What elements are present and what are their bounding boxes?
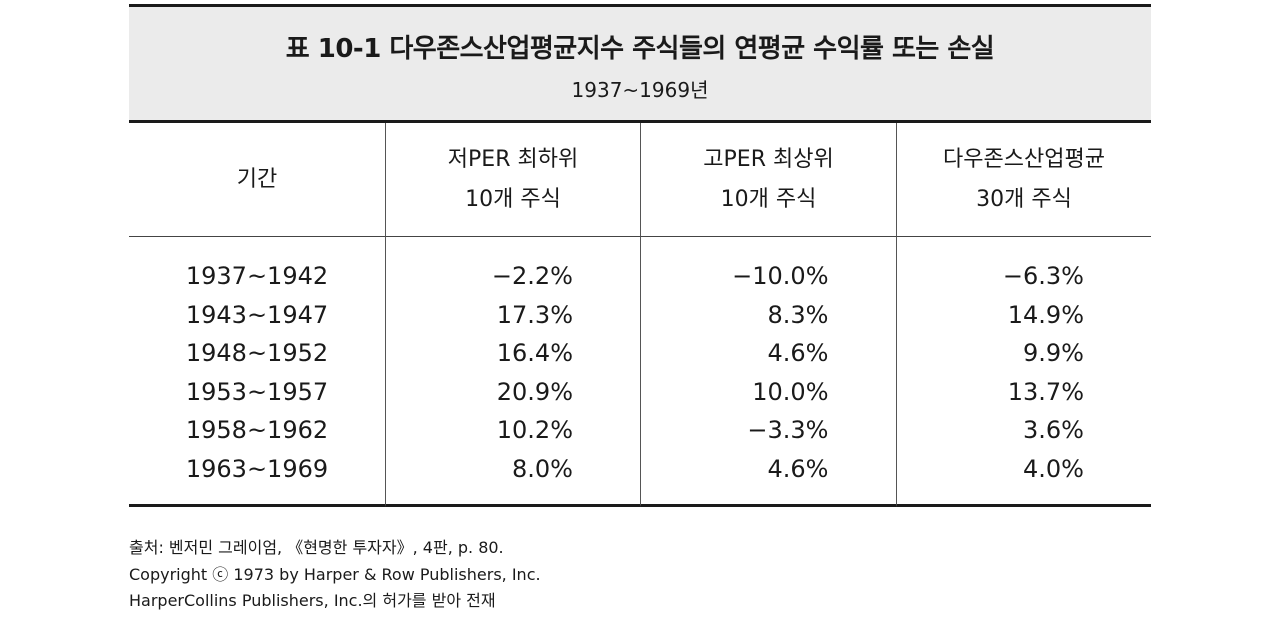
djia-cell: −6.3% bbox=[1002, 262, 1084, 290]
column-low-per: −2.2% 17.3% 16.4% 20.9% 10.2% 8.0% bbox=[385, 237, 640, 507]
header-high-per: 고PER 최상위 10개 주식 bbox=[640, 123, 896, 237]
header-djia-line1: 다우존스산업평균 bbox=[943, 146, 1105, 172]
column-high-per: −10.0% 8.3% 4.6% 10.0% −3.3% 4.6% bbox=[640, 237, 896, 507]
header-high-per-line1: 고PER 최상위 bbox=[703, 146, 834, 172]
header-high-per-line2: 10개 주식 bbox=[720, 186, 817, 212]
column-periods: 1937~1942 1943~1947 1948~1952 1953~1957 … bbox=[129, 237, 385, 507]
low-per-cell: 10.2% bbox=[496, 416, 573, 444]
header-period: 기간 bbox=[129, 123, 385, 237]
table-grid: 기간 저PER 최하위 10개 주식 고PER 최상위 10개 주식 다우존스산… bbox=[129, 123, 1151, 507]
low-per-cell: 17.3% bbox=[496, 300, 573, 329]
source-note: 출처: 벤저민 그레이엄, 《현명한 투자자》, 4판, p. 80. bbox=[129, 538, 504, 557]
high-per-cell: 8.3% bbox=[767, 300, 829, 329]
period-cell: 1937~1942 bbox=[185, 262, 329, 290]
high-per-cell: −3.3% bbox=[747, 416, 829, 444]
high-per-cell: 4.6% bbox=[767, 454, 829, 483]
header-low-per-line1: 저PER 최하위 bbox=[447, 146, 579, 172]
table-title-box: 표 10-1 다우존스산업평균지수 주식들의 연평균 수익률 또는 손실 193… bbox=[129, 4, 1151, 123]
header-djia: 다우존스산업평균 30개 주식 bbox=[896, 123, 1151, 237]
header-low-per: 저PER 최하위 10개 주식 bbox=[385, 123, 640, 237]
djia-cell: 3.6% bbox=[1023, 416, 1084, 444]
low-per-cell: 20.9% bbox=[496, 377, 573, 406]
period-cell: 1948~1952 bbox=[185, 339, 329, 367]
table-title: 표 10-1 다우존스산업평균지수 주식들의 연평균 수익률 또는 손실 bbox=[285, 34, 995, 64]
table-subtitle: 1937~1969년 bbox=[571, 78, 709, 102]
copyright-note: Copyright ⓒ 1973 by Harper & Row Publish… bbox=[129, 564, 541, 584]
period-cell: 1953~1957 bbox=[185, 377, 329, 406]
low-per-cell: −2.2% bbox=[491, 262, 573, 290]
period-cell: 1943~1947 bbox=[185, 300, 329, 329]
header-period-label: 기간 bbox=[236, 166, 278, 192]
high-per-cell: 4.6% bbox=[767, 339, 829, 367]
period-cell: 1963~1969 bbox=[185, 454, 329, 483]
high-per-cell: 10.0% bbox=[752, 377, 829, 406]
djia-cell: 9.9% bbox=[1023, 339, 1084, 367]
permission-note: HarperCollins Publishers, Inc.의 허가를 받아 전… bbox=[129, 591, 496, 610]
period-cell: 1958~1962 bbox=[185, 416, 329, 444]
data-table: 표 10-1 다우존스산업평균지수 주식들의 연평균 수익률 또는 손실 193… bbox=[129, 4, 1151, 507]
column-djia: −6.3% 14.9% 9.9% 13.7% 3.6% 4.0% bbox=[896, 237, 1151, 507]
djia-cell: 4.0% bbox=[1023, 454, 1084, 483]
djia-cell: 14.9% bbox=[1007, 300, 1084, 329]
low-per-cell: 16.4% bbox=[496, 339, 573, 367]
low-per-cell: 8.0% bbox=[512, 454, 573, 483]
header-low-per-line2: 10개 주식 bbox=[465, 186, 561, 212]
table-footer: 출처: 벤저민 그레이엄, 《현명한 투자자》, 4판, p. 80. Copy… bbox=[129, 535, 541, 615]
header-djia-line2: 30개 주식 bbox=[976, 186, 1072, 212]
djia-cell: 13.7% bbox=[1007, 377, 1084, 406]
high-per-cell: −10.0% bbox=[732, 262, 829, 290]
